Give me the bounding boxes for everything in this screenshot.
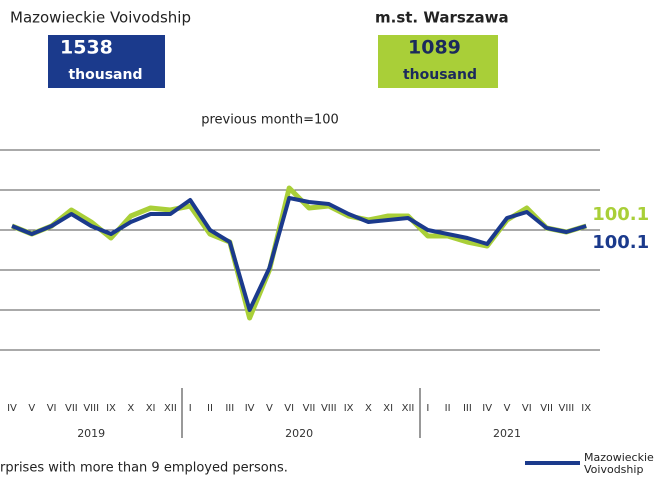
x-tick-label: II [445, 403, 451, 414]
series-line [11, 185, 587, 321]
x-tick-label: IX [581, 403, 591, 414]
panel-unit: thousand [403, 67, 477, 83]
panel-label: m.st. Warszawa [375, 9, 509, 27]
x-tick-label: VIII [321, 403, 337, 414]
x-tick-label: I [426, 403, 429, 414]
x-tick-label: III [225, 403, 234, 414]
end-label: 100.1 [592, 204, 649, 225]
x-tick-label: V [504, 403, 511, 414]
x-tick-label: VIII [559, 403, 575, 414]
panel-box [378, 35, 498, 88]
x-tick-label: IX [344, 403, 354, 414]
x-tick-label: III [463, 403, 472, 414]
x-tick-label: V [28, 403, 35, 414]
x-tick-label: VIII [83, 403, 99, 414]
x-tick-label: XII [402, 403, 415, 414]
x-tick-label: X [365, 403, 372, 414]
x-tick-label: II [207, 403, 213, 414]
panel-label: Mazowieckie Voivodship [10, 9, 191, 27]
panel-value: 1089 [408, 37, 461, 59]
x-tick-label: VII [65, 403, 78, 414]
panel-value: 1538 [60, 37, 113, 59]
panel-box [48, 35, 165, 88]
series-line [11, 196, 587, 312]
year-label: 2021 [493, 427, 521, 440]
x-tick-label: I [189, 403, 192, 414]
year-label: 2019 [77, 427, 105, 440]
year-label: 2020 [285, 427, 313, 440]
end-label: 100.1 [592, 232, 649, 253]
x-tick-label: IV [482, 403, 492, 414]
x-tick-label: VI [284, 403, 294, 414]
chart-subtitle: previous month=100 [201, 113, 339, 128]
x-tick-label: XI [146, 403, 156, 414]
x-tick-label: VII [303, 403, 316, 414]
x-tick-label: V [266, 403, 273, 414]
x-tick-label: VI [522, 403, 532, 414]
panel-unit: thousand [68, 67, 142, 83]
x-tick-label: VII [540, 403, 553, 414]
legend-label: Mazowieckie Voivodship [584, 452, 654, 476]
x-tick-label: VI [47, 403, 57, 414]
x-tick-label: IV [245, 403, 255, 414]
footnote: rprises with more than 9 employed person… [0, 461, 288, 476]
x-tick-label: IV [7, 403, 17, 414]
x-tick-label: IX [106, 403, 116, 414]
x-tick-label: XII [164, 403, 177, 414]
x-tick-label: XI [383, 403, 393, 414]
x-tick-label: X [127, 403, 134, 414]
